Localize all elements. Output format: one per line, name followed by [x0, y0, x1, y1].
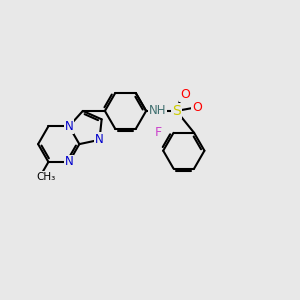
Text: O: O — [180, 88, 190, 101]
Text: O: O — [192, 101, 202, 115]
Text: F: F — [154, 126, 162, 139]
Text: CH₃: CH₃ — [37, 172, 56, 182]
Text: N: N — [65, 120, 74, 133]
Text: S: S — [172, 104, 181, 118]
Text: N: N — [95, 133, 104, 146]
Text: NH: NH — [148, 104, 166, 117]
Text: N: N — [65, 155, 74, 169]
